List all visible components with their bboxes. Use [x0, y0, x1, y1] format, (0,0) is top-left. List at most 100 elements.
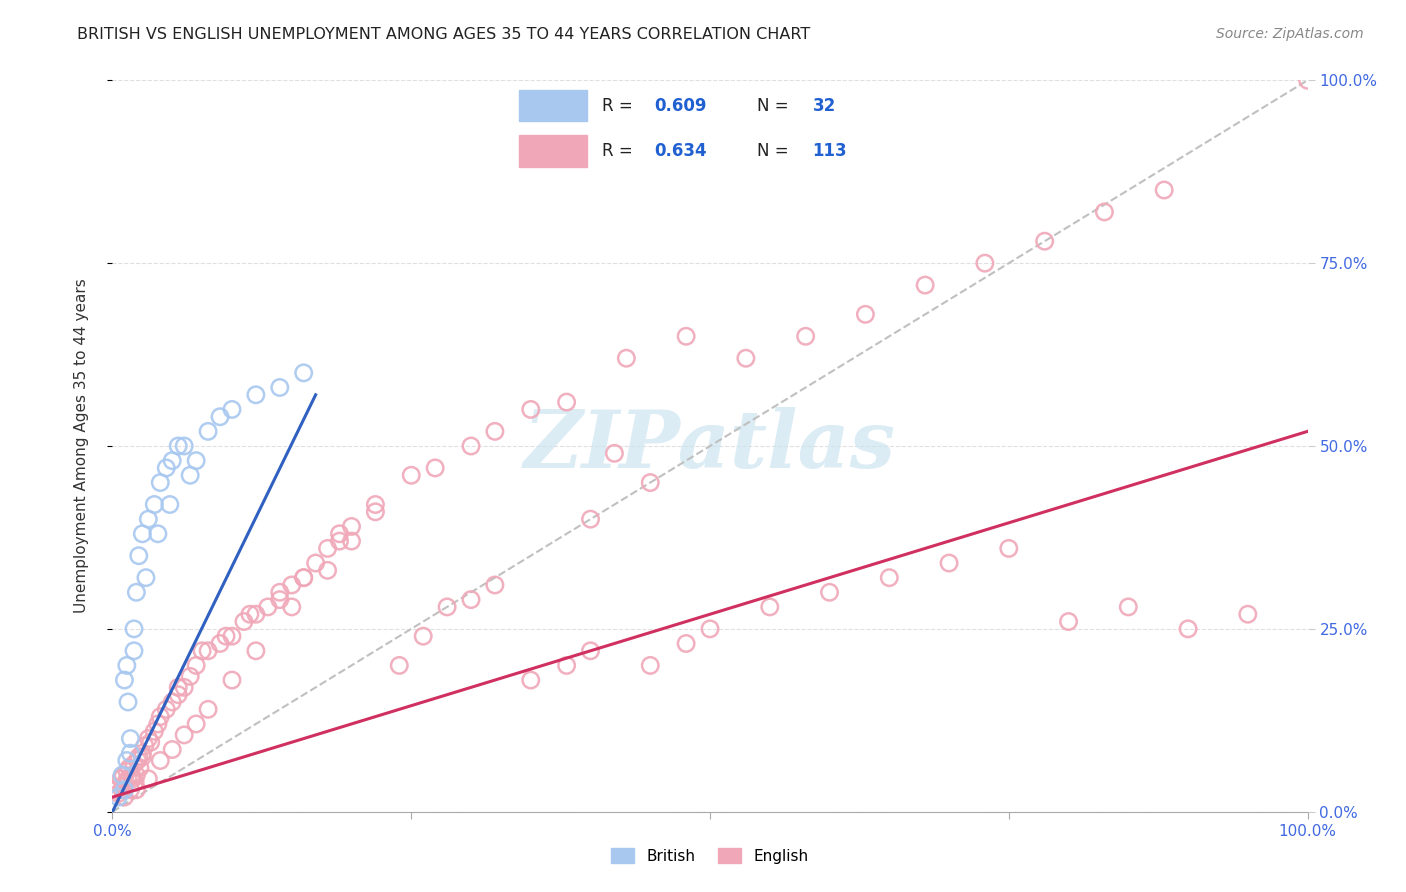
Point — [186, 658, 208, 673]
Point — [111, 768, 134, 782]
Point — [191, 644, 214, 658]
Point — [914, 278, 936, 293]
Point — [316, 541, 339, 556]
Point — [146, 526, 169, 541]
Text: N =: N = — [756, 97, 789, 115]
Point — [111, 782, 134, 797]
Point — [135, 571, 157, 585]
Point — [128, 549, 150, 563]
Point — [122, 757, 145, 772]
Point — [555, 395, 578, 409]
Point — [131, 746, 153, 760]
Text: R =: R = — [602, 97, 633, 115]
Point — [115, 658, 138, 673]
Point — [879, 571, 901, 585]
Point — [388, 658, 411, 673]
Point — [129, 761, 152, 775]
Point — [520, 673, 543, 687]
Point — [555, 658, 578, 673]
Point — [245, 388, 267, 402]
Point — [1177, 622, 1199, 636]
Point — [316, 563, 339, 577]
Point — [281, 599, 304, 614]
Point — [1033, 234, 1056, 248]
Legend: British, English: British, English — [605, 842, 815, 870]
Point — [155, 461, 177, 475]
Point — [209, 409, 232, 424]
Point — [120, 731, 142, 746]
Point — [138, 731, 160, 746]
Point — [364, 498, 387, 512]
Point — [173, 439, 195, 453]
Point — [121, 768, 143, 782]
Point — [149, 475, 172, 490]
Point — [173, 681, 195, 695]
Point — [120, 746, 142, 760]
Point — [257, 599, 280, 614]
Point — [401, 468, 423, 483]
Point — [269, 592, 291, 607]
Point — [138, 512, 160, 526]
Point — [149, 754, 172, 768]
Text: Source: ZipAtlas.com: Source: ZipAtlas.com — [1216, 27, 1364, 41]
Point — [484, 578, 506, 592]
Point — [107, 787, 129, 801]
Point — [460, 439, 482, 453]
Point — [173, 728, 195, 742]
Point — [329, 526, 352, 541]
Point — [105, 782, 128, 797]
Point — [245, 607, 267, 622]
Bar — [519, 136, 586, 167]
Point — [221, 673, 243, 687]
Point — [114, 673, 135, 687]
Point — [603, 446, 626, 460]
Point — [794, 329, 817, 343]
Text: 113: 113 — [813, 142, 846, 160]
Point — [436, 599, 458, 614]
Point — [125, 782, 148, 797]
Point — [138, 772, 160, 786]
Point — [167, 688, 190, 702]
Point — [818, 585, 841, 599]
Point — [122, 622, 145, 636]
Point — [143, 724, 166, 739]
Point — [340, 519, 363, 533]
Point — [114, 779, 135, 793]
Point — [197, 644, 219, 658]
Point — [114, 790, 135, 805]
Point — [167, 439, 190, 453]
Point — [149, 709, 172, 723]
Point — [938, 556, 960, 570]
Y-axis label: Unemployment Among Ages 35 to 44 years: Unemployment Among Ages 35 to 44 years — [75, 278, 89, 614]
Point — [162, 742, 183, 756]
Point — [292, 366, 315, 380]
Point — [107, 790, 129, 805]
Point — [233, 615, 256, 629]
Point — [305, 556, 328, 570]
Point — [1118, 599, 1140, 614]
Point — [186, 717, 208, 731]
Point — [120, 782, 142, 797]
Point — [146, 717, 169, 731]
Point — [128, 749, 150, 764]
Point — [124, 775, 146, 789]
Bar — [519, 90, 586, 121]
Point — [131, 749, 153, 764]
Point — [110, 772, 132, 786]
Point — [117, 772, 139, 786]
Text: N =: N = — [756, 142, 789, 160]
Point — [114, 775, 136, 789]
Point — [167, 681, 190, 695]
Point — [292, 571, 315, 585]
Point — [998, 541, 1021, 556]
Point — [640, 658, 662, 673]
Point — [245, 644, 267, 658]
Point — [460, 592, 482, 607]
Point — [412, 629, 434, 643]
Point — [114, 782, 135, 797]
Point — [209, 636, 232, 650]
Point — [162, 453, 183, 467]
Point — [579, 644, 602, 658]
Point — [179, 468, 201, 483]
Point — [131, 526, 153, 541]
